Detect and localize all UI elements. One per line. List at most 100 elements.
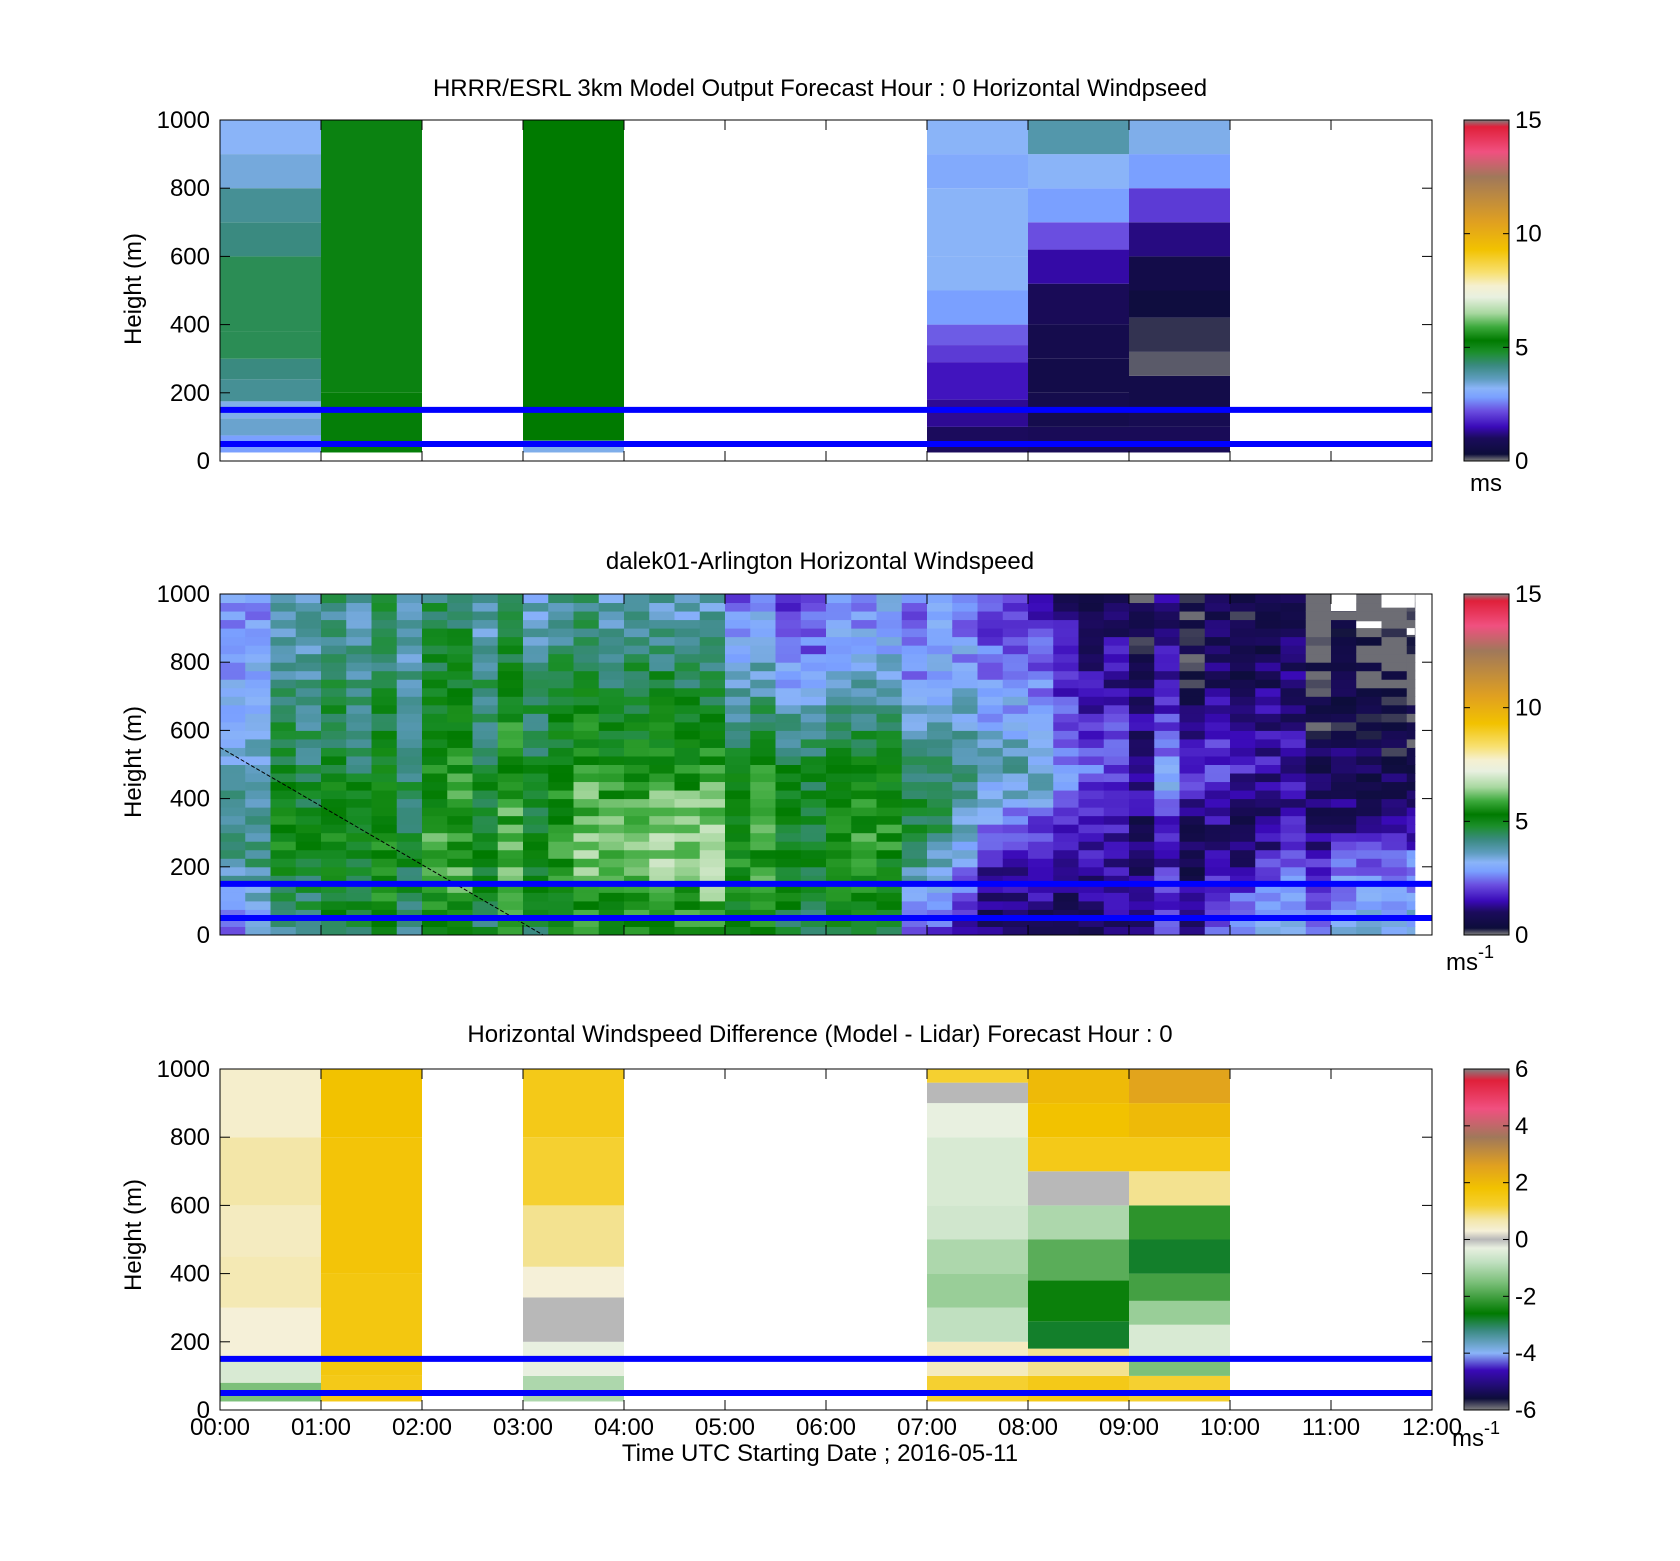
- heatmap-cell: [447, 798, 473, 808]
- heatmap-cell: [245, 815, 271, 825]
- heatmap-cell: [1078, 926, 1105, 936]
- heatmap-cell: [1381, 704, 1408, 714]
- heatmap-cell: [1002, 807, 1029, 817]
- heatmap-cell: [1002, 636, 1029, 646]
- heatmap-cell: [346, 883, 372, 893]
- heatmap-cell: [851, 687, 877, 697]
- heatmap-cell: [750, 807, 776, 817]
- heatmap-cell: [1255, 713, 1281, 723]
- heatmap-cell: [1103, 824, 1130, 834]
- heatmap-cell: [447, 602, 473, 612]
- heatmap-cell: [674, 670, 701, 680]
- missing-data-cell: [1381, 594, 1415, 608]
- heatmap-cell: [447, 858, 473, 868]
- heatmap-cell: [447, 704, 473, 714]
- heatmap-cell: [826, 755, 852, 765]
- heatmap-cell: [1002, 875, 1029, 885]
- heatmap-cell: [775, 790, 802, 800]
- heatmap-cell: [1381, 883, 1408, 893]
- heatmap-cell: [1053, 645, 1079, 655]
- heatmap-cell: [901, 849, 928, 859]
- heatmap-cell: [952, 773, 978, 783]
- heatmap-cell: [220, 764, 246, 774]
- heatmap-cell: [598, 619, 625, 629]
- heatmap-cell: [952, 764, 978, 774]
- heatmap-cell: [472, 738, 499, 748]
- heatmap-cell: [699, 807, 726, 817]
- heatmap-cell: [346, 730, 372, 740]
- heatmap-cell: [1230, 611, 1256, 621]
- heatmap-cell: [447, 628, 473, 638]
- heatmap-cell: [371, 679, 398, 689]
- heatmap-cell: [952, 917, 978, 927]
- heatmap-cell: [977, 875, 1004, 885]
- heatmap-cell: [371, 909, 398, 919]
- heatmap-cell: [901, 619, 928, 629]
- heatmap-cell: [523, 892, 549, 902]
- heatmap-cell: [523, 730, 549, 740]
- heatmap-cell: [1103, 849, 1130, 859]
- heatmap-cell: [1230, 790, 1256, 800]
- heatmap-cell: [270, 900, 297, 910]
- heatmap-cell: [624, 653, 650, 663]
- heatmap-cell: [396, 713, 423, 723]
- heatmap-cell: [750, 875, 776, 885]
- heatmap-cell: [270, 875, 297, 885]
- heatmap-cell: [1103, 738, 1130, 748]
- heatmap-cell: [1129, 807, 1155, 817]
- panel-model-output: HRRR/ESRL 3km Model Output Forecast Hour…: [120, 75, 1542, 497]
- heatmap-cell: [624, 662, 650, 672]
- heatmap-cell: [1103, 858, 1130, 868]
- heatmap-cell: [1103, 781, 1130, 791]
- heatmap-cell: [1129, 628, 1155, 638]
- heatmap-cell: [927, 426, 1028, 453]
- heatmap-cell: [573, 773, 600, 783]
- heatmap-cell: [472, 849, 499, 859]
- heatmap-cell: [1053, 696, 1079, 706]
- heatmap-cell: [826, 900, 852, 910]
- heatmap-cell: [346, 798, 372, 808]
- heatmap-cell: [1028, 883, 1054, 893]
- heatmap-cell: [775, 628, 802, 638]
- heatmap-cell: [977, 909, 1004, 919]
- heatmap-cell: [270, 824, 297, 834]
- heatmap-cell: [851, 679, 877, 689]
- heatmap-cell: [1255, 738, 1281, 748]
- heatmap-cell: [1129, 636, 1155, 646]
- x-axis-label: Time UTC Starting Date ; 2016-05-11: [622, 1440, 1018, 1467]
- heatmap-cell: [876, 917, 903, 927]
- heatmap-cell: [1129, 1103, 1230, 1138]
- heatmap-cell: [1406, 670, 1416, 680]
- heatmap-cell: [1179, 653, 1206, 663]
- heatmap-cell: [624, 875, 650, 885]
- heatmap-cell: [1078, 807, 1105, 817]
- heatmap-cell: [699, 883, 726, 893]
- heatmap-cell: [245, 738, 271, 748]
- heatmap-cell: [1154, 900, 1180, 910]
- heatmap-cell: [371, 653, 398, 663]
- heatmap-cell: [1305, 755, 1332, 765]
- heatmap-cell: [1129, 154, 1230, 189]
- heatmap-cell: [1179, 747, 1206, 757]
- heatmap-cell: [497, 841, 524, 851]
- heatmap-cell: [1078, 781, 1105, 791]
- heatmap-cell: [573, 738, 600, 748]
- heatmap-cell: [472, 628, 499, 638]
- heatmap-cell: [447, 917, 473, 927]
- heatmap-cell: [1331, 781, 1357, 791]
- heatmap-cell: [371, 721, 398, 731]
- heatmap-cell: [497, 670, 524, 680]
- heatmap-cell: [1053, 781, 1079, 791]
- heatmap-cell: [1078, 662, 1105, 672]
- heatmap-cell: [1078, 900, 1105, 910]
- heatmap-cell: [548, 653, 574, 663]
- heatmap-cell: [1078, 619, 1105, 629]
- heatmap-cell: [952, 594, 978, 604]
- heatmap-cell: [295, 730, 322, 740]
- heatmap-cell: [270, 747, 297, 757]
- heatmap-cell: [649, 917, 675, 927]
- heatmap-cell: [270, 713, 297, 723]
- heatmap-cell: [447, 611, 473, 621]
- heatmap-cell: [1255, 619, 1281, 629]
- heatmap-cell: [346, 755, 372, 765]
